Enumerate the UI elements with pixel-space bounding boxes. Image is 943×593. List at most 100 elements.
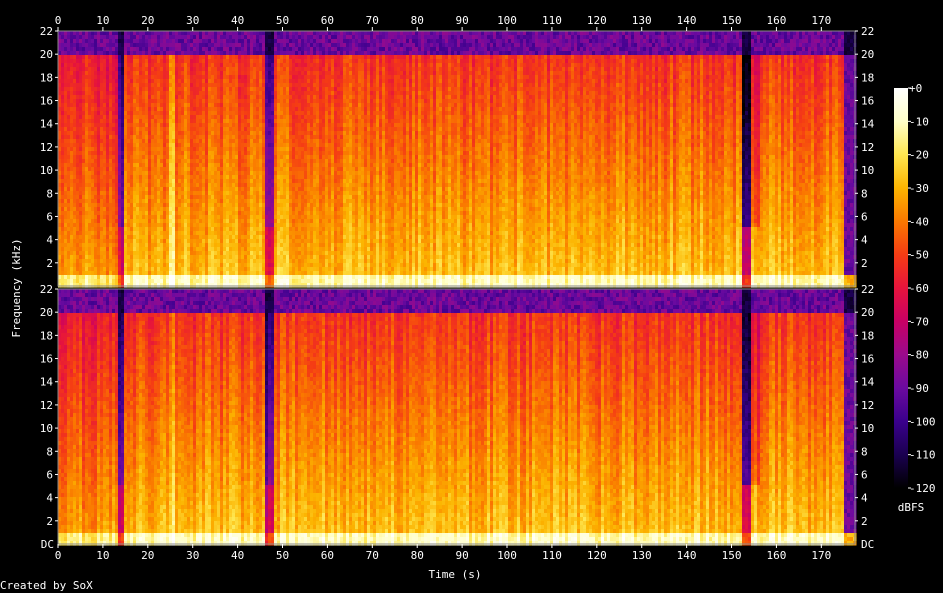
y-axis-label: Frequency (kHz) <box>10 238 23 337</box>
y-tick-label-right: 14 <box>861 118 875 131</box>
channel-2-spectrogram <box>57 288 857 546</box>
x-tick-label-bottom: 100 <box>497 549 517 562</box>
x-tick-label-top: 0 <box>55 14 62 27</box>
x-tick-label-top: 70 <box>366 14 379 27</box>
x-tick-label-top: 20 <box>141 14 154 27</box>
panel-frame <box>57 30 856 287</box>
x-tick-label-bottom: 110 <box>542 549 562 562</box>
x-tick-label-bottom: 70 <box>366 549 379 562</box>
y-tick-label-right: 2 <box>861 257 868 270</box>
y-tick-label-right: 12 <box>861 141 874 154</box>
y-tick-label-right: 14 <box>861 376 875 389</box>
y-tick-label-right: 18 <box>861 71 874 84</box>
colorbar-tick-label: -110 <box>909 449 936 462</box>
y-tick-label-dc-left: DC <box>41 538 54 551</box>
x-tick-label-bottom: 0 <box>55 549 62 562</box>
colorbar-tick-label: -10 <box>909 115 929 128</box>
x-tick-label-bottom: 40 <box>231 549 244 562</box>
x-tick-label-bottom: 160 <box>766 549 786 562</box>
y-tick-label-left: 6 <box>46 468 53 481</box>
colorbar-tick-label: -60 <box>909 282 929 295</box>
y-tick-label-left: 20 <box>40 48 53 61</box>
y-tick-label-left: 14 <box>40 118 54 131</box>
x-tick-label-top: 50 <box>276 14 289 27</box>
y-tick-label-left: 14 <box>40 376 54 389</box>
y-tick-label-left: 10 <box>40 422 53 435</box>
x-tick-label-top: 110 <box>542 14 562 27</box>
y-tick-label-right: 6 <box>861 210 868 223</box>
x-tick-label-bottom: 80 <box>411 549 424 562</box>
x-tick-label-top: 170 <box>811 14 831 27</box>
colorbar-tick-label: -40 <box>909 215 929 228</box>
colorbar-tick-label: -80 <box>909 349 929 362</box>
y-tick-label-right: 16 <box>861 95 874 108</box>
y-tick-label-right: 8 <box>861 187 868 200</box>
colorbar: +0 -10 -20 -30 -40 -50 -60 -70 -80 -90 -100 -110 -12… <box>894 82 936 495</box>
y-tick-label-left: 12 <box>40 399 53 412</box>
x-tick-label-bottom: 130 <box>632 549 652 562</box>
colorbar-tick-label: -90 <box>909 382 929 395</box>
colorbar-tick-label: -70 <box>909 315 929 328</box>
y-tick-label-left: 8 <box>46 187 53 200</box>
y-tick-label-right: 10 <box>861 164 874 177</box>
y-tick-label-left: 20 <box>40 306 53 319</box>
x-tick-label-bottom: 150 <box>722 549 742 562</box>
colorbar-tick-label: -30 <box>909 182 929 195</box>
x-tick-label-bottom: 60 <box>321 549 334 562</box>
y-tick-label-left: 8 <box>46 445 53 458</box>
y-tick-label-left: 12 <box>40 141 53 154</box>
y-tick-label-right: 8 <box>861 445 868 458</box>
y-tick-label-right: 12 <box>861 399 874 412</box>
x-tick-label-top: 120 <box>587 14 607 27</box>
y-tick-label-left: 2 <box>46 515 53 528</box>
y-tick-label-right: 16 <box>861 353 874 366</box>
y-tick-label-right: 10 <box>861 422 874 435</box>
credit-text: Created by SoX <box>0 579 93 592</box>
x-tick-label-top: 100 <box>497 14 517 27</box>
colorbar-tick-label: -100 <box>909 415 936 428</box>
x-tick-label-bottom: 120 <box>587 549 607 562</box>
y-tick-label-right: 4 <box>861 492 868 505</box>
y-tick-label-left: 22 <box>40 25 53 38</box>
x-tick-label-top: 80 <box>411 14 424 27</box>
colorbar-label: dBFS <box>898 501 925 514</box>
x-tick-label-top: 130 <box>632 14 652 27</box>
y-tick-label-left: 6 <box>46 210 53 223</box>
y-tick-label-right: 22 <box>861 283 874 296</box>
x-axis-top: 0 10 20 30 40 50 60 70 80 90 100 110 120 130 140 150 160… <box>55 14 831 31</box>
y-tick-label-right: 22 <box>861 25 874 38</box>
x-tick-label-bottom: 20 <box>141 549 154 562</box>
x-tick-label-bottom: 10 <box>96 549 109 562</box>
y-tick-label-right: 20 <box>861 306 874 319</box>
colorbar-gradient <box>894 88 908 488</box>
y-tick-label-left: 10 <box>40 164 53 177</box>
x-tick-label-bottom: 170 <box>811 549 831 562</box>
x-axis-bottom: 0 10 20 30 40 50 60 70 80 90 100 110 120 130 140 150 160… <box>55 544 831 562</box>
x-tick-label-top: 160 <box>766 14 786 27</box>
x-axis-label: Time (s) <box>429 568 482 581</box>
x-tick-label-bottom: 30 <box>186 549 199 562</box>
y-tick-label-right: 6 <box>861 468 868 481</box>
y-tick-label-left: 22 <box>40 283 53 296</box>
x-tick-label-top: 150 <box>722 14 742 27</box>
panel-frame <box>57 288 856 545</box>
y-tick-label-left: 18 <box>40 71 53 84</box>
y-tick-label-dc-right: DC <box>861 538 874 551</box>
channel-1-spectrogram <box>57 30 857 288</box>
y-tick-label-left: 16 <box>40 95 53 108</box>
y-tick-label-left: 18 <box>40 329 53 342</box>
colorbar-tick-label: -120 <box>909 482 936 495</box>
x-tick-label-top: 90 <box>455 14 468 27</box>
colorbar-tick-label: -20 <box>909 149 929 162</box>
colorbar-tick-label: -50 <box>909 249 929 262</box>
y-tick-label-right: 4 <box>861 234 868 247</box>
x-tick-label-bottom: 90 <box>455 549 468 562</box>
y-tick-label-left: 2 <box>46 257 53 270</box>
y-tick-label-left: 4 <box>46 492 53 505</box>
y-tick-label-right: 18 <box>861 329 874 342</box>
colorbar-tick-label: +0 <box>909 82 922 95</box>
y-tick-label-left: 4 <box>46 234 53 247</box>
